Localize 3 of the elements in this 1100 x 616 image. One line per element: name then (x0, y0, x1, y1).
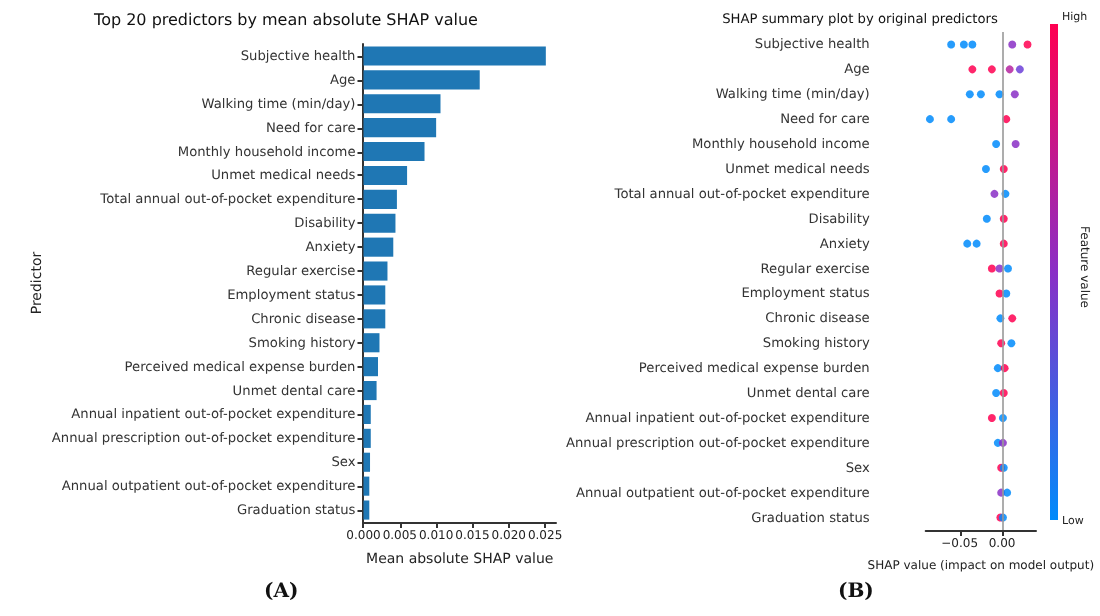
text: (B) (838, 581, 874, 603)
chart-title: Top 20 predictors by mean absolute SHAP value (92, 11, 479, 29)
text: (A) (264, 581, 299, 603)
